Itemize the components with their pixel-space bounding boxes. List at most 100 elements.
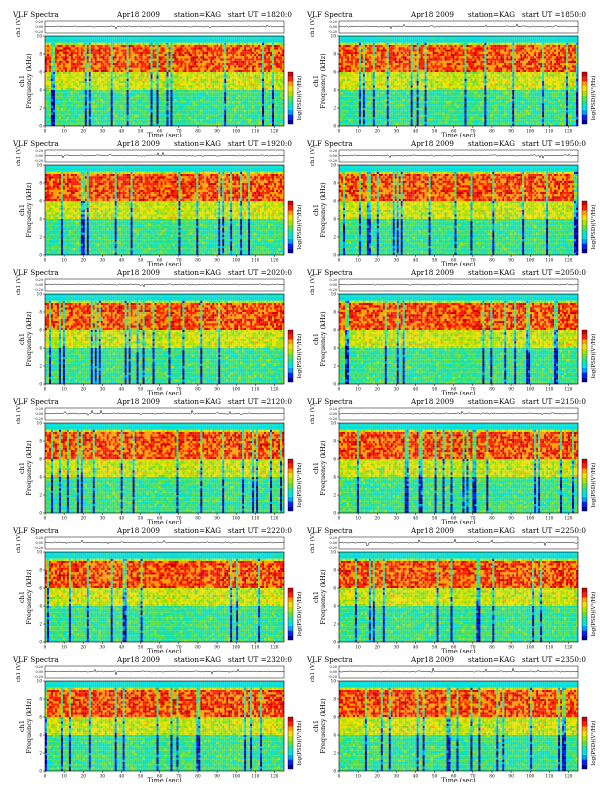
waveform-axis-label: ch1 (V) (15, 533, 22, 553)
panel-station: station=KAG (174, 139, 221, 148)
waveform-tick-label: -0.20 (34, 159, 43, 163)
spectra-panel: VLF Spectra Apr18 2009 station=KAG start UT… (306, 397, 597, 524)
y-axis-channel-label: ch1 (18, 204, 26, 216)
x-tick-label: 0 (338, 387, 341, 392)
y-tick-label: 4 (39, 346, 42, 351)
x-tick-label: 20 (375, 387, 381, 392)
x-axis-label: Time (sec) (147, 519, 182, 525)
spectrogram-frame (44, 422, 285, 514)
colorbar-label: log(PSD)(V²/Hz) (590, 721, 597, 766)
x-tick-label: 20 (375, 129, 381, 134)
y-tick-label: 6 (333, 715, 336, 720)
x-tick-label: 60 (157, 645, 163, 650)
x-tick-label: 120 (564, 258, 572, 263)
x-tick-label: 50 (138, 129, 144, 134)
waveform-tick-label: 0.20 (329, 665, 337, 669)
spectrogram-cells (45, 294, 285, 385)
panel-start-time: start UT =2320:0 (228, 655, 292, 664)
y-axis-channel-label: ch1 (312, 75, 320, 87)
x-tick-label: 20 (375, 516, 381, 521)
x-tick-label: 50 (138, 258, 144, 263)
y-tick-label: 2 (333, 493, 336, 498)
panel-station: station=KAG (468, 397, 515, 406)
colorbar (581, 329, 588, 383)
x-tick-label: 50 (432, 258, 438, 263)
y-tick-label: 8 (333, 568, 336, 573)
y-tick-label: 4 (333, 604, 336, 609)
spectrogram-frame (338, 680, 579, 772)
waveform-tick-label: 0.00 (329, 670, 337, 674)
x-tick-label: 90 (508, 129, 514, 134)
spectrogram-frame (338, 551, 579, 643)
y-axis-channel-label: ch1 (18, 462, 26, 474)
y-tick-label: 2 (39, 235, 42, 240)
y-tick-label: 6 (333, 70, 336, 75)
x-tick-label: 30 (394, 774, 400, 779)
y-axis-channel-label: ch1 (312, 333, 320, 345)
y-tick-label: 0 (39, 124, 42, 129)
panel-date: Apr18 2009 (410, 526, 454, 535)
panel-date: Apr18 2009 (410, 139, 454, 148)
colorbar (581, 716, 588, 770)
waveform-trace (338, 153, 579, 160)
x-tick-label: 20 (81, 774, 87, 779)
waveform-tick-label: 0.00 (329, 283, 337, 287)
y-axis-channel-label: ch1 (312, 720, 320, 732)
x-tick-label: 60 (451, 387, 457, 392)
x-tick-label: 120 (564, 645, 572, 650)
waveform-frame (44, 536, 285, 550)
x-tick-label: 70 (176, 774, 182, 779)
panel-station: station=KAG (468, 139, 515, 148)
y-axis-channel-label: ch1 (18, 333, 26, 345)
panel-title: VLF Spectra (306, 268, 353, 277)
y-tick-label: 10 (331, 163, 337, 168)
waveform-frame (338, 278, 579, 292)
waveform-frame (338, 149, 579, 163)
x-tick-label: 70 (176, 129, 182, 134)
x-axis-label: Time (sec) (441, 777, 476, 783)
y-tick-label: 2 (39, 751, 42, 756)
spectrogram-cells (45, 552, 285, 643)
spectrogram-cells (45, 36, 285, 127)
x-tick-label: 0 (338, 645, 341, 650)
colorbar (581, 587, 588, 641)
y-axis-label: Frequency (kHz) (319, 698, 327, 754)
colorbar-label: log(PSD)(V²/Hz) (296, 205, 303, 250)
panel-start-time: start UT =1850:0 (522, 10, 586, 19)
x-tick-label: 30 (100, 258, 106, 263)
x-tick-label: 90 (214, 387, 220, 392)
panel-station: station=KAG (174, 10, 221, 19)
waveform-trace (338, 283, 579, 286)
y-tick-label: 10 (37, 679, 43, 684)
panel-title: VLF Spectra (12, 10, 59, 19)
x-tick-label: 10 (61, 774, 67, 779)
x-axis-label: Time (sec) (147, 648, 182, 654)
panel-date: Apr18 2009 (410, 655, 454, 664)
x-axis-label: Time (sec) (147, 390, 182, 396)
x-axis-label: Time (sec) (147, 132, 182, 138)
waveform-axis-label: ch1 (V) (309, 275, 316, 295)
x-tick-label: 10 (355, 129, 361, 134)
x-tick-label: 40 (413, 258, 419, 263)
panel-title: VLF Spectra (12, 526, 59, 535)
y-tick-label: 8 (333, 52, 336, 57)
x-axis-label: Time (sec) (441, 390, 476, 396)
panel-date: Apr18 2009 (116, 139, 160, 148)
x-tick-label: 0 (44, 645, 47, 650)
spectra-panel: VLF Spectra Apr18 2009 station=KAG start UT… (306, 655, 597, 783)
spectra-panel: VLF Spectra Apr18 2009 station=KAG start UT… (12, 268, 303, 396)
panel-station: station=KAG (174, 526, 221, 535)
x-tick-label: 110 (545, 774, 553, 779)
x-tick-label: 110 (251, 387, 259, 392)
waveform-trace (44, 539, 285, 545)
panel-title: VLF Spectra (12, 397, 59, 406)
x-tick-label: 90 (214, 129, 220, 134)
waveform-tick-label: 0.00 (329, 541, 337, 545)
x-tick-label: 60 (157, 387, 163, 392)
y-tick-label: 4 (333, 475, 336, 480)
spectra-panel: VLF Spectra Apr18 2009 station=KAG start UT… (12, 139, 303, 266)
y-tick-label: 2 (333, 106, 336, 111)
waveform-tick-label: 0.00 (35, 154, 43, 158)
x-tick-label: 110 (251, 774, 259, 779)
x-axis-label: Time (sec) (441, 132, 476, 138)
